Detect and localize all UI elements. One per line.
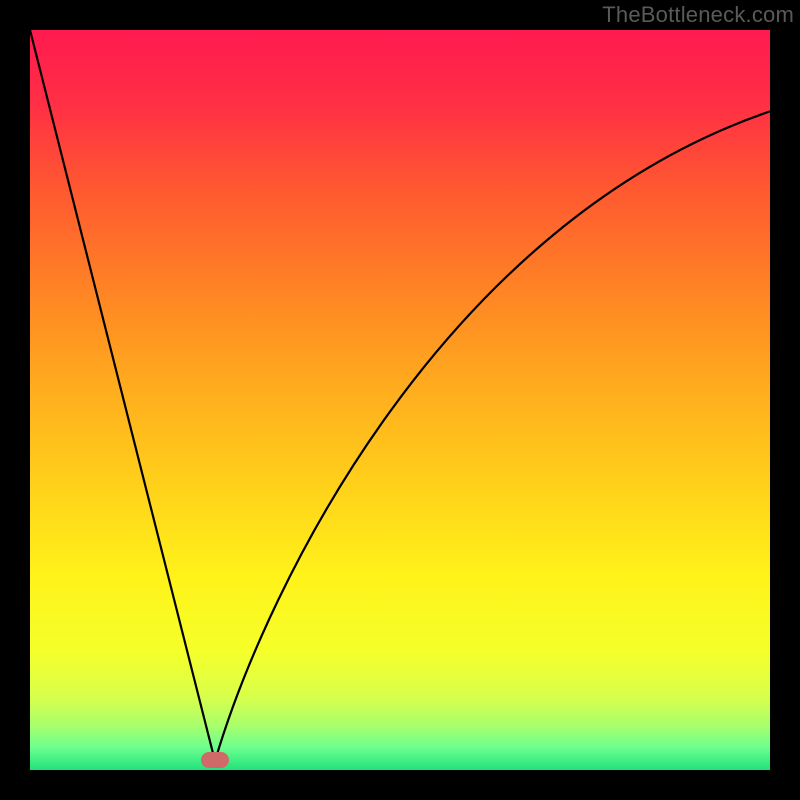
- curve-right-branch: [215, 111, 770, 761]
- chart-container: { "attribution": { "text": "TheBottlenec…: [0, 0, 800, 800]
- curve-layer: [30, 30, 770, 770]
- curve-left-branch: [30, 30, 215, 761]
- attribution-watermark: TheBottleneck.com: [602, 0, 800, 28]
- attribution-text: TheBottleneck.com: [602, 2, 794, 27]
- plot-area: [30, 30, 770, 770]
- vertex-marker: [201, 752, 229, 768]
